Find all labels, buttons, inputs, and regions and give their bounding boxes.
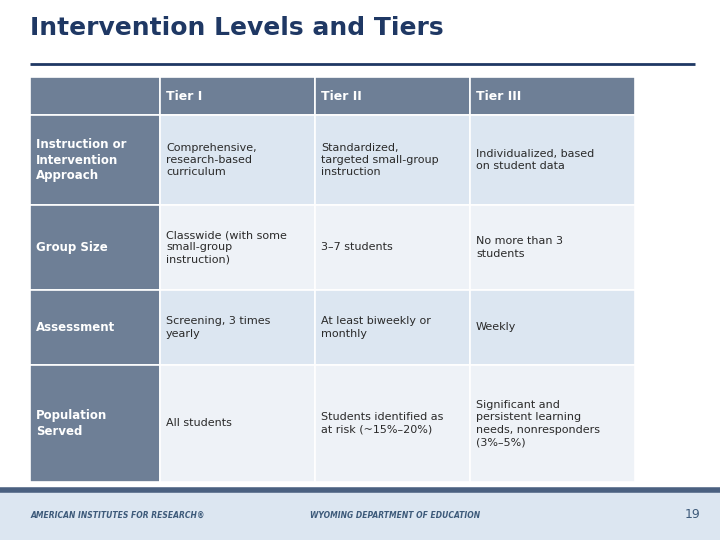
- Text: Tier II: Tier II: [321, 90, 361, 103]
- Bar: [160, 365, 315, 482]
- Text: WYOMING DEPARTMENT OF EDUCATION: WYOMING DEPARTMENT OF EDUCATION: [310, 510, 480, 519]
- Bar: [160, 115, 315, 205]
- Bar: [315, 365, 470, 482]
- Bar: [30, 365, 160, 482]
- Text: Individualized, based
on student data: Individualized, based on student data: [476, 149, 594, 171]
- Text: Population
Served: Population Served: [36, 409, 107, 438]
- Text: Group Size: Group Size: [36, 241, 108, 254]
- Text: Intervention Levels and Tiers: Intervention Levels and Tiers: [30, 16, 444, 40]
- Text: At least biweekly or
monthly: At least biweekly or monthly: [321, 316, 431, 339]
- Text: 3–7 students: 3–7 students: [321, 242, 392, 253]
- Bar: [0, 490, 720, 540]
- Text: Standardized,
targeted small-group
instruction: Standardized, targeted small-group instr…: [321, 143, 438, 178]
- Text: Tier I: Tier I: [166, 90, 202, 103]
- Text: 19: 19: [684, 509, 700, 522]
- Bar: [470, 205, 635, 290]
- Bar: [160, 290, 315, 365]
- Text: Screening, 3 times
yearly: Screening, 3 times yearly: [166, 316, 271, 339]
- Bar: [470, 115, 635, 205]
- Text: Comprehensive,
research-based
curriculum: Comprehensive, research-based curriculum: [166, 143, 256, 178]
- Bar: [315, 115, 470, 205]
- Bar: [470, 290, 635, 365]
- Text: Classwide (with some
small-group
instruction): Classwide (with some small-group instruc…: [166, 230, 287, 265]
- Bar: [315, 77, 470, 115]
- Text: Weekly: Weekly: [476, 322, 516, 333]
- Text: All students: All students: [166, 418, 232, 429]
- Bar: [315, 290, 470, 365]
- Bar: [30, 205, 160, 290]
- Text: Assessment: Assessment: [36, 321, 115, 334]
- Bar: [160, 77, 315, 115]
- Bar: [160, 205, 315, 290]
- Bar: [470, 365, 635, 482]
- Bar: [470, 77, 635, 115]
- Text: Significant and
persistent learning
needs, nonresponders
(3%–5%): Significant and persistent learning need…: [476, 400, 600, 447]
- Bar: [30, 115, 160, 205]
- Text: Students identified as
at risk (~15%–20%): Students identified as at risk (~15%–20%…: [321, 413, 444, 435]
- Text: No more than 3
students: No more than 3 students: [476, 237, 563, 259]
- Bar: [30, 77, 160, 115]
- Text: AMERICAN INSTITUTES FOR RESEARCH®: AMERICAN INSTITUTES FOR RESEARCH®: [30, 510, 204, 519]
- Bar: [30, 290, 160, 365]
- Bar: [315, 205, 470, 290]
- Text: Instruction or
Intervention
Approach: Instruction or Intervention Approach: [36, 138, 127, 183]
- Text: Tier III: Tier III: [476, 90, 521, 103]
